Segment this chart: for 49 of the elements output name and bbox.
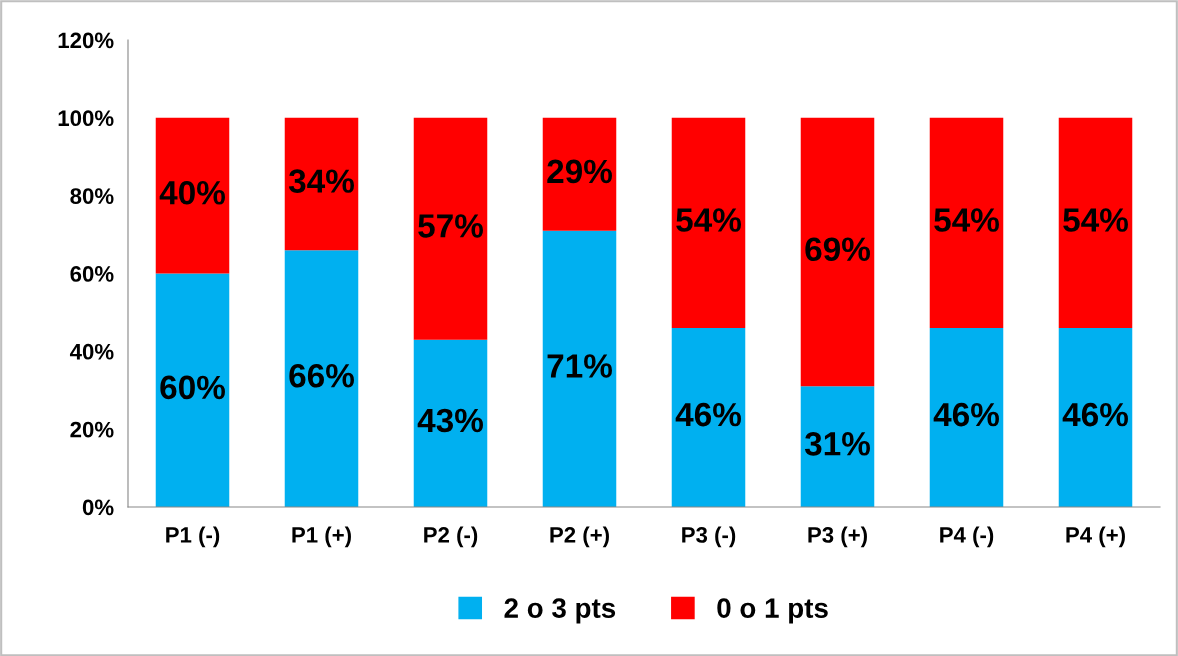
- y-tick-label: 80%: [70, 188, 114, 204]
- bar: [800, 386, 875, 507]
- bar: [284, 117, 359, 251]
- legend-label: 0 o 1 pts: [717, 598, 828, 624]
- data-label: 60%: [160, 375, 225, 400]
- bar: [284, 250, 359, 507]
- bar: [800, 117, 875, 387]
- data-label: 69%: [805, 237, 870, 262]
- bar: [413, 117, 488, 340]
- bar: [155, 273, 230, 507]
- data-label: 46%: [933, 402, 999, 427]
- data-label: 66%: [289, 363, 354, 388]
- data-label: 31%: [804, 432, 870, 456]
- data-label: 29%: [547, 159, 612, 184]
- data-label: 34%: [288, 169, 354, 193]
- bar: [542, 117, 617, 231]
- bar: [1058, 327, 1133, 507]
- data-label: 57%: [418, 214, 483, 238]
- y-tick-label: 0%: [82, 499, 114, 516]
- bar: [155, 117, 230, 274]
- y-tick-label: 60%: [70, 266, 114, 282]
- y-tick-label: 120%: [58, 32, 114, 49]
- bar: [671, 327, 746, 507]
- data-label: 71%: [547, 354, 612, 378]
- data-label: 40%: [159, 181, 225, 205]
- bar: [413, 339, 488, 507]
- y-tick-label: 20%: [70, 421, 114, 438]
- x-tick-label: P3 (-): [682, 526, 736, 548]
- x-tick-label: P4 (-): [940, 526, 994, 548]
- bar: [929, 117, 1004, 328]
- x-tick-label: P2 (+): [550, 526, 609, 548]
- data-label: 46%: [675, 402, 741, 427]
- data-label: 54%: [934, 208, 999, 232]
- data-label: 46%: [1062, 402, 1128, 427]
- bar: [671, 117, 746, 328]
- x-tick-label: P4 (+): [1066, 526, 1125, 548]
- bar: [929, 327, 1004, 507]
- y-tick-label: 100%: [58, 110, 114, 127]
- legend-label: 2 o 3 pts: [504, 598, 616, 624]
- x-tick-label: P3 (+): [808, 526, 867, 548]
- y-tick-label: 40%: [69, 343, 114, 360]
- data-label: 54%: [1063, 208, 1128, 232]
- data-label: 54%: [676, 208, 741, 232]
- x-tick-label: P1 (-): [166, 526, 220, 548]
- x-tick-label: P2 (-): [424, 526, 478, 548]
- x-tick-label: P1 (+): [292, 526, 351, 548]
- data-label: 43%: [417, 408, 483, 433]
- bar: [1058, 117, 1133, 328]
- bar: [542, 230, 617, 507]
